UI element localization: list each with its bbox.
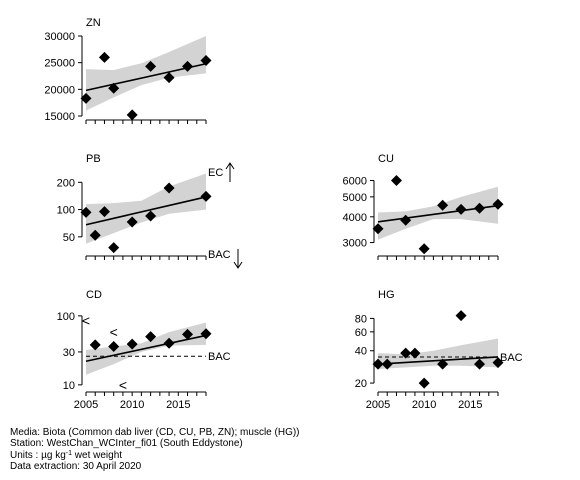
y-tick-label: 10 bbox=[63, 380, 75, 392]
footer-units-suffix: wet weight bbox=[72, 450, 123, 462]
panel-title: PB bbox=[86, 153, 101, 165]
panel-title: CD bbox=[86, 289, 102, 301]
panel-cu: CU 3000 4000 5000 6000 bbox=[343, 153, 504, 260]
data-point bbox=[163, 337, 175, 349]
data-point bbox=[409, 347, 421, 359]
data-point bbox=[126, 109, 138, 121]
data-point bbox=[108, 82, 120, 94]
footer-units: Units : µg kg-1 wet weight bbox=[10, 449, 300, 462]
footer-units-sup: -1 bbox=[65, 450, 73, 458]
data-point bbox=[455, 203, 467, 215]
data-point bbox=[80, 92, 92, 104]
data-point bbox=[372, 358, 384, 370]
censored-marker: < bbox=[119, 377, 127, 393]
panel-zn: ZN 15000 20000 25000 30000 bbox=[44, 17, 212, 124]
data-point bbox=[89, 339, 101, 351]
data-point bbox=[474, 358, 486, 370]
footer-units-prefix: Units : µg kg bbox=[10, 450, 66, 462]
data-point bbox=[437, 358, 449, 370]
ref-line-label: BAC bbox=[208, 351, 231, 363]
trend-line bbox=[85, 334, 207, 363]
data-point bbox=[200, 328, 212, 340]
marker-label-ec: EC bbox=[208, 167, 223, 179]
data-point bbox=[492, 198, 504, 210]
data-point bbox=[182, 60, 194, 72]
y-tick-label: 30 bbox=[63, 347, 75, 359]
data-point bbox=[145, 331, 157, 343]
data-point bbox=[145, 210, 157, 222]
footer-media: Media: Biota (Common dab liver (CD, CU, … bbox=[10, 427, 300, 438]
data-point bbox=[381, 358, 393, 370]
confidence-band bbox=[378, 338, 498, 370]
data-point bbox=[89, 229, 101, 241]
data-point bbox=[372, 223, 384, 235]
data-point bbox=[418, 243, 430, 255]
data-point bbox=[474, 202, 486, 214]
data-point bbox=[455, 310, 467, 322]
x-tick-label: 2010 bbox=[412, 399, 436, 411]
y-tick-label: 40 bbox=[355, 346, 367, 358]
x-tick-label: 2015 bbox=[458, 399, 482, 411]
trend-line bbox=[85, 196, 207, 226]
panel-cd: CD BAC < < <10 30 100 2005 2010 2015 bbox=[57, 289, 231, 411]
y-tick-label: 100 bbox=[57, 311, 75, 323]
footer-extraction: Data extraction: 30 April 2020 bbox=[10, 460, 142, 472]
data-point bbox=[163, 182, 175, 194]
confidence-band bbox=[86, 173, 206, 244]
censored-marker: < bbox=[82, 313, 90, 329]
y-tick-label: 4000 bbox=[343, 212, 367, 224]
x-tick-label: 2015 bbox=[166, 399, 190, 411]
data-point bbox=[98, 51, 110, 63]
y-tick-label: 20000 bbox=[44, 84, 75, 96]
data-point bbox=[400, 347, 412, 359]
ref-line-label: BAC bbox=[500, 352, 523, 364]
panel-hg: HG BAC 20 40 60 80 2005 2010 2015 bbox=[355, 289, 523, 411]
data-point bbox=[126, 216, 138, 228]
data-point bbox=[418, 377, 430, 389]
data-point bbox=[400, 214, 412, 226]
arrow-down-head bbox=[233, 261, 243, 269]
y-tick-label: 200 bbox=[57, 177, 75, 189]
y-tick-label: 5000 bbox=[343, 192, 367, 204]
y-tick-label: 25000 bbox=[44, 58, 75, 70]
panel-title: HG bbox=[378, 289, 395, 301]
arrow-up-head bbox=[225, 162, 235, 170]
y-tick-label: 60 bbox=[355, 327, 367, 339]
data-point bbox=[145, 60, 157, 72]
panel-pb: PB 50 100 200 EC BAC bbox=[57, 153, 243, 269]
data-point bbox=[126, 338, 138, 350]
confidence-band bbox=[86, 36, 206, 111]
censored-marker: < bbox=[110, 324, 118, 340]
panel-title: ZN bbox=[86, 17, 101, 29]
data-point bbox=[492, 357, 504, 369]
data-point bbox=[80, 206, 92, 218]
y-tick-label: 100 bbox=[57, 205, 75, 217]
data-point bbox=[182, 328, 194, 340]
data-point bbox=[437, 199, 449, 211]
y-tick-label: 6000 bbox=[343, 176, 367, 188]
data-point bbox=[200, 190, 212, 202]
x-tick-label: 2005 bbox=[366, 399, 390, 411]
panel-title: CU bbox=[378, 153, 394, 165]
y-tick-label: 80 bbox=[355, 313, 367, 325]
x-tick-label: 2010 bbox=[120, 399, 144, 411]
y-tick-label: 50 bbox=[63, 232, 75, 244]
y-tick-label: 30000 bbox=[44, 31, 75, 43]
data-point bbox=[200, 55, 212, 67]
data-point bbox=[163, 72, 175, 84]
data-point bbox=[108, 242, 120, 254]
y-tick-label: 15000 bbox=[44, 111, 75, 123]
marker-label-bac: BAC bbox=[208, 249, 231, 261]
data-point bbox=[108, 340, 120, 352]
y-tick-label: 3000 bbox=[343, 238, 367, 250]
trend-line bbox=[377, 356, 499, 365]
y-tick-label: 20 bbox=[355, 378, 367, 390]
data-point bbox=[98, 206, 110, 218]
footer-station: Station: WestChan_WCInter_fi01 (South Ed… bbox=[10, 437, 243, 449]
data-point bbox=[390, 175, 402, 187]
figure-footer: Media: Biota (Common dab liver (CD, CU, … bbox=[10, 427, 300, 472]
x-tick-label: 2005 bbox=[74, 399, 98, 411]
